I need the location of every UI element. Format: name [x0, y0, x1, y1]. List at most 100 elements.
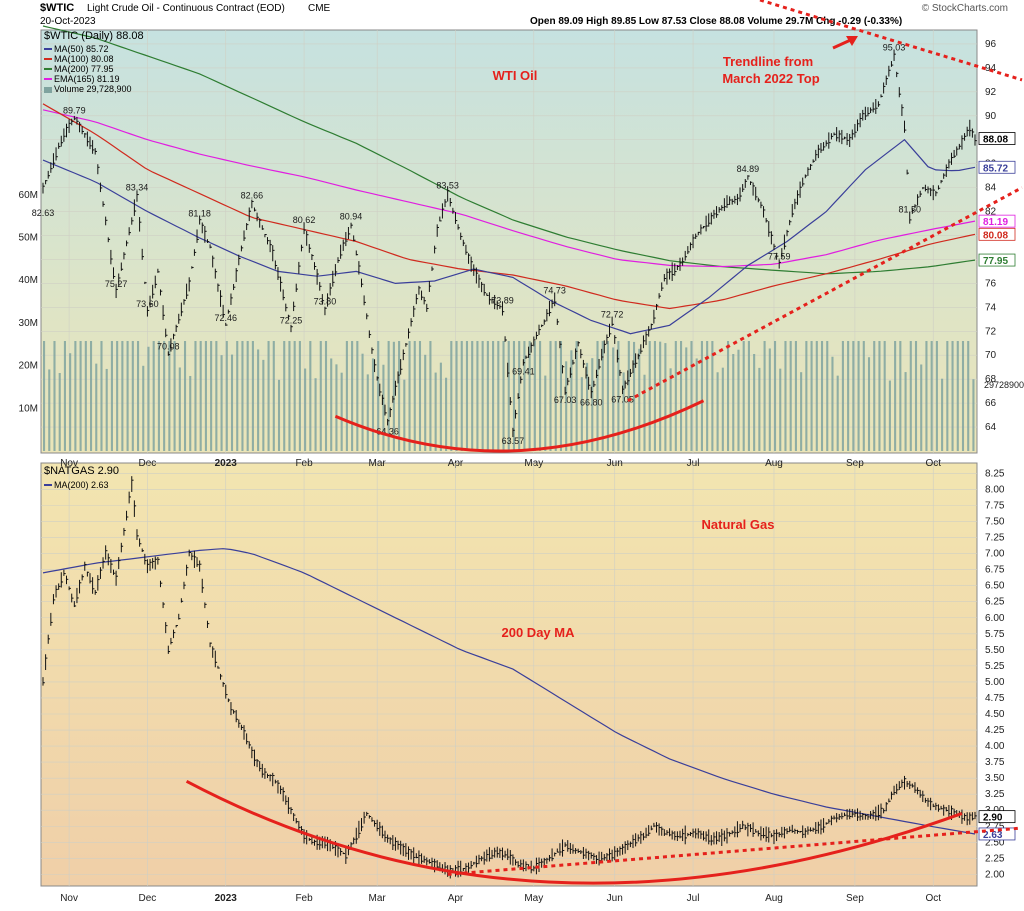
y-tick-label: 2.50 — [985, 837, 1005, 848]
volume-bar — [434, 372, 437, 451]
symbol-description: Light Crude Oil - Continuous Contract (E… — [87, 3, 285, 14]
natgas-bottom-curve — [185, 780, 963, 885]
volume-bar — [424, 354, 427, 451]
volume-bar — [476, 341, 479, 451]
volume-bar — [79, 341, 82, 451]
volume-bar — [664, 343, 667, 451]
volume-bar — [319, 341, 322, 451]
support-trendline — [627, 186, 1023, 403]
volume-bar — [408, 341, 411, 451]
y-tick-label: 70 — [985, 350, 997, 361]
trendline-label-line1: Trendline from — [723, 54, 813, 69]
value-tag-box — [978, 827, 1016, 841]
volume-bar — [726, 341, 730, 451]
volume-bar — [961, 341, 965, 451]
volume-bar — [852, 341, 855, 451]
volume-bar — [951, 341, 954, 451]
volume-bar — [293, 341, 296, 451]
volume-bar — [946, 341, 949, 451]
y-tick-label: 7.25 — [985, 533, 1005, 544]
volume-bar — [930, 341, 933, 451]
volume-bar — [236, 341, 239, 451]
price-label: 66.80 — [580, 398, 603, 408]
price-label: 67.03 — [554, 395, 577, 405]
y-tick-label: 96 — [985, 39, 997, 50]
volume-bar — [262, 359, 265, 451]
natgas-panel — [40, 462, 978, 887]
value-tag-label: 85.72 — [983, 163, 1008, 174]
y-tick-label: 3.25 — [985, 789, 1005, 800]
x-tick-label: Apr — [448, 458, 464, 469]
value-tag-label: 81.19 — [983, 217, 1008, 228]
volume-bar — [690, 341, 693, 451]
volume-bar — [455, 341, 458, 451]
volume-bar — [246, 341, 249, 451]
volume-bar — [826, 341, 829, 451]
volume-bar — [324, 341, 328, 451]
volume-bar — [398, 341, 401, 451]
volume-bar — [899, 341, 902, 451]
price-label: 74.73 — [543, 286, 566, 296]
ma200-line — [42, 548, 976, 835]
volume-bar — [721, 367, 724, 451]
legend-volume: Volume 29,728,900 — [54, 84, 132, 94]
volume-bar — [403, 379, 406, 451]
rounded-bottom-curve — [334, 399, 705, 453]
volume-bar — [131, 341, 134, 451]
volume-bar — [747, 341, 750, 451]
volume-bar — [267, 341, 270, 451]
volume-bar — [361, 353, 364, 451]
volume-bar — [815, 341, 818, 451]
natgas-plot: 2.002.252.502.753.003.253.503.754.004.25… — [41, 463, 1021, 904]
price-label: 69.41 — [512, 366, 535, 376]
volume-bar — [580, 377, 583, 451]
volume-bar — [732, 354, 735, 451]
value-tag-box — [978, 214, 1016, 228]
volume-bar — [935, 341, 938, 451]
resistance-trendline — [759, 0, 1023, 82]
volume-bar — [669, 368, 672, 451]
value-tag-box — [978, 253, 1016, 267]
volume-tick-label: 60M — [19, 190, 38, 201]
volume-bar — [700, 341, 703, 451]
price-label: 80.62 — [293, 215, 316, 225]
volume-bar — [586, 362, 589, 451]
volume-bar — [549, 341, 552, 451]
price-label: 72.46 — [214, 313, 237, 323]
volume-bar — [69, 353, 72, 451]
volume-bar — [257, 349, 260, 451]
price-label: 67.05 — [611, 395, 634, 405]
volume-bar — [277, 379, 281, 451]
volume-bar — [836, 375, 839, 451]
legend-ma50: MA(50) 85.72 — [54, 44, 109, 54]
price-label: 83.34 — [126, 183, 149, 193]
ma50-line — [42, 138, 976, 335]
volume-bar — [89, 341, 93, 451]
value-tag-label: 88.08 — [983, 135, 1008, 146]
volume-bar — [382, 364, 385, 451]
x-tick-label: Jun — [607, 893, 623, 904]
volume-bar — [351, 341, 354, 451]
volume-bar — [518, 341, 521, 451]
volume-bar — [559, 341, 563, 451]
volume-bar — [450, 341, 453, 451]
y-tick-label: 84 — [985, 183, 997, 194]
natural-gas-label: Natural Gas — [702, 517, 775, 532]
price-label: 64.36 — [376, 427, 399, 437]
volume-bar — [189, 375, 192, 451]
volume-bar — [841, 341, 844, 451]
volume-bar — [648, 341, 651, 451]
wti-oil-label: WTI Oil — [493, 68, 538, 83]
y-tick-label: 6.75 — [985, 565, 1005, 576]
volume-bar — [105, 368, 108, 451]
volume-bar — [183, 341, 187, 451]
volume-bar — [387, 341, 390, 451]
volume-bar — [163, 341, 166, 451]
price-label: 75.27 — [105, 279, 128, 289]
volume-bar — [622, 372, 625, 451]
volume-tick-label: 10M — [19, 403, 38, 414]
volume-bar — [810, 341, 813, 451]
volume-bar — [706, 341, 709, 451]
